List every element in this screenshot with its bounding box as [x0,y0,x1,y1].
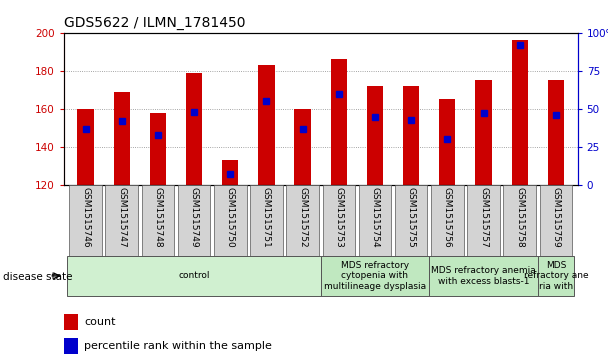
Text: disease state: disease state [3,272,72,282]
Bar [142,185,174,256]
Text: MDS refractory anemia
with excess blasts-1: MDS refractory anemia with excess blasts… [431,266,536,286]
Bar [67,256,321,296]
Text: control: control [178,272,210,280]
Bar [186,73,202,185]
Bar [367,86,383,185]
Bar [511,40,528,185]
Bar [286,185,319,256]
Bar [64,338,78,354]
Bar [395,185,427,256]
Text: GSM1515759: GSM1515759 [551,187,561,248]
Bar [331,59,347,185]
Bar [439,99,455,185]
Text: GSM1515748: GSM1515748 [153,187,162,248]
Bar [322,185,355,256]
Bar [178,185,210,256]
Bar [105,185,138,256]
Text: GSM1515750: GSM1515750 [226,187,235,248]
Bar [69,185,102,256]
Bar [403,86,420,185]
Bar [431,185,464,256]
Text: count: count [84,317,116,327]
Bar [548,80,564,185]
Bar [468,185,500,256]
Bar [250,185,283,256]
Bar [540,185,572,256]
Text: MDS
refractory ane
ria with: MDS refractory ane ria with [523,261,588,291]
Bar [294,109,311,185]
Text: GSM1515746: GSM1515746 [81,187,90,248]
Text: GSM1515753: GSM1515753 [334,187,344,248]
Bar [321,256,429,296]
Text: GDS5622 / ILMN_1781450: GDS5622 / ILMN_1781450 [64,16,246,30]
Text: GSM1515758: GSM1515758 [515,187,524,248]
Text: GSM1515754: GSM1515754 [370,187,379,248]
Bar [538,256,574,296]
Text: GSM1515757: GSM1515757 [479,187,488,248]
Bar [359,185,392,256]
Text: MDS refractory
cytopenia with
multilineage dysplasia: MDS refractory cytopenia with multilinea… [324,261,426,291]
Text: GSM1515747: GSM1515747 [117,187,126,248]
Bar [114,92,130,185]
Text: GSM1515752: GSM1515752 [298,187,307,248]
Text: GSM1515755: GSM1515755 [407,187,416,248]
Bar [503,185,536,256]
Bar [475,80,492,185]
Text: percentile rank within the sample: percentile rank within the sample [84,341,272,351]
Bar [150,113,166,185]
Bar [77,109,94,185]
Bar [429,256,538,296]
Text: GSM1515751: GSM1515751 [262,187,271,248]
Bar [258,65,275,185]
Text: GSM1515756: GSM1515756 [443,187,452,248]
Bar [222,160,238,185]
Text: GSM1515749: GSM1515749 [190,187,199,248]
Bar [214,185,247,256]
Bar [64,314,78,330]
